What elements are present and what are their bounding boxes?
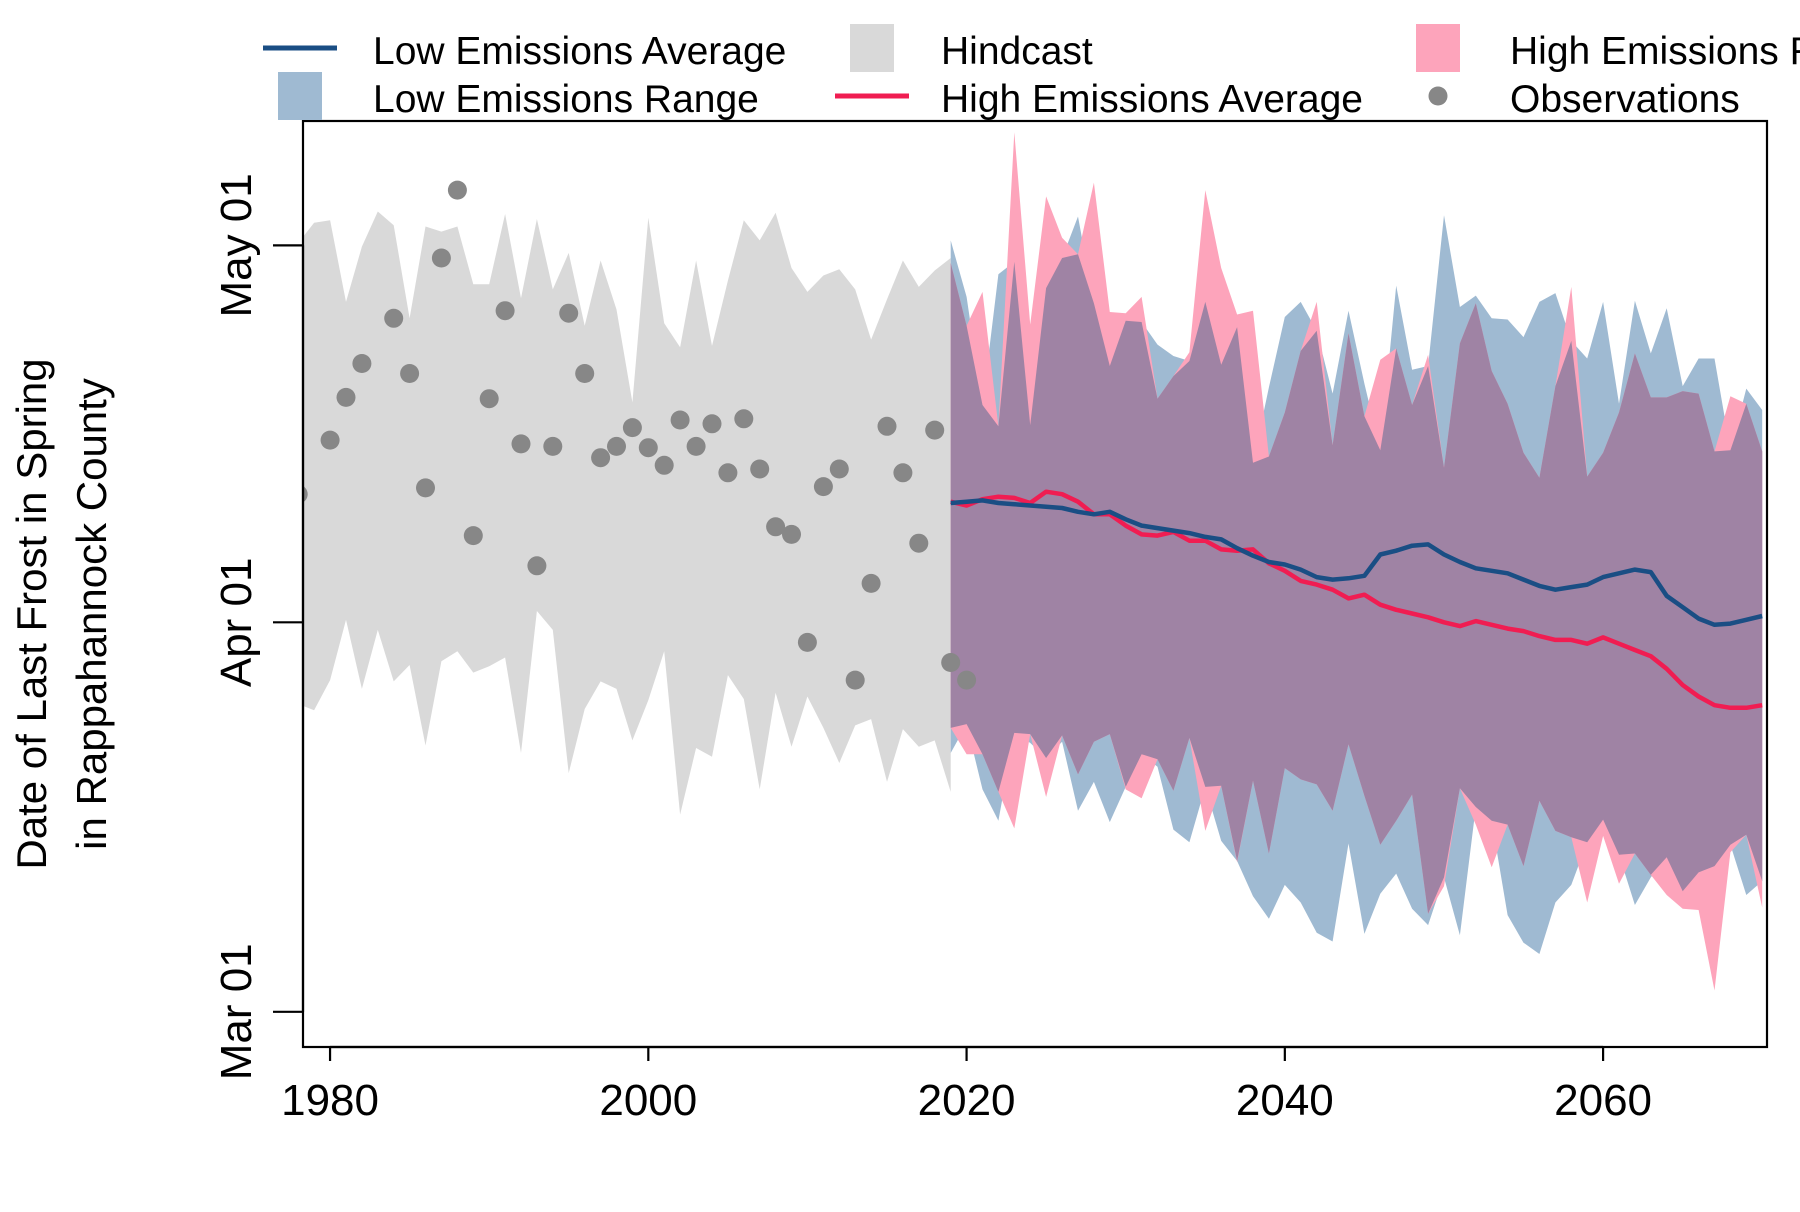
observation-point <box>654 455 674 475</box>
legend-label-low_avg: Low Emissions Average <box>373 30 786 73</box>
observation-point <box>320 430 340 450</box>
observation-point <box>479 389 499 409</box>
observation-point <box>559 303 579 323</box>
observation-point <box>447 180 467 200</box>
legend-label-obs: Observations <box>1510 78 1740 121</box>
observation-point <box>303 486 308 503</box>
observation-point <box>909 533 929 553</box>
y-axis-title-line: in Rappahannock County <box>68 378 115 850</box>
observation-point <box>957 670 977 690</box>
observation-point <box>431 248 451 268</box>
observation-point <box>352 354 372 373</box>
observation-point <box>575 364 595 383</box>
observation-point <box>527 556 547 576</box>
observation-point <box>797 632 817 652</box>
legend-label-high_range: High Emissions Range <box>1510 30 1800 73</box>
plot-area <box>303 132 1763 991</box>
legend-swatch-obs <box>1428 86 1448 106</box>
observation-point <box>941 653 961 672</box>
x-tick-label: 2040 <box>1236 1076 1334 1125</box>
observation-point <box>782 524 801 544</box>
observation-point <box>893 463 913 483</box>
observation-point <box>829 459 849 479</box>
legend-label-high_avg: High Emissions Average <box>941 78 1363 121</box>
y-tick-label: Apr 01 <box>212 558 261 688</box>
observation-point <box>638 438 658 458</box>
observation-point <box>766 517 786 537</box>
observation-point <box>622 418 642 438</box>
observation-point <box>384 308 404 328</box>
observation-point <box>750 459 770 479</box>
observation-point <box>702 414 722 434</box>
observation-point <box>463 526 483 546</box>
x-tick-label: 2000 <box>599 1076 697 1125</box>
legend-swatch-low_range <box>278 72 322 120</box>
y-tick-label: May 01 <box>212 173 261 317</box>
observation-point <box>670 410 690 430</box>
observation-point <box>734 409 754 429</box>
legend-swatch-hindcast <box>850 24 894 72</box>
observation-point <box>925 420 945 440</box>
emissions-range-overlap-area <box>950 254 1763 914</box>
observation-point <box>336 387 356 407</box>
observation-point <box>607 436 626 456</box>
hindcast-range-area <box>303 211 951 815</box>
observation-point <box>861 573 881 593</box>
legend-label-hindcast: Hindcast <box>941 30 1093 73</box>
observation-point <box>718 463 738 483</box>
x-tick-label: 2020 <box>918 1076 1016 1125</box>
y-axis-title-line: Date of Last Frost in Spring <box>8 358 55 869</box>
legend-label-low_range: Low Emissions Range <box>373 78 759 121</box>
high-emissions-average-line <box>950 489 1763 711</box>
y-tick-label: Mar 01 <box>212 943 261 1080</box>
observation-point <box>813 477 833 497</box>
observation-point <box>511 434 531 454</box>
x-tick-label: 1980 <box>281 1076 379 1125</box>
observation-point <box>845 670 865 690</box>
y-axis-label: Date of Last Frost in Spring in Rappahann… <box>8 358 115 869</box>
observation-point <box>543 436 563 456</box>
axes: 1980 2000 2020 2040 2060 Mar 01 Apr 01 May 01 <box>212 173 1652 1125</box>
x-tick-label: 2060 <box>1554 1076 1652 1125</box>
observation-point <box>400 364 420 383</box>
observation-point <box>686 436 706 456</box>
low-emissions-average-line <box>950 498 1763 628</box>
observation-point <box>416 478 435 498</box>
observation-point <box>495 301 515 321</box>
observation-point <box>877 416 897 436</box>
legend: Low Emissions Average Low Emissions Range… <box>263 24 1800 121</box>
legend-swatch-high_range <box>1416 24 1460 72</box>
observation-point <box>591 448 611 468</box>
